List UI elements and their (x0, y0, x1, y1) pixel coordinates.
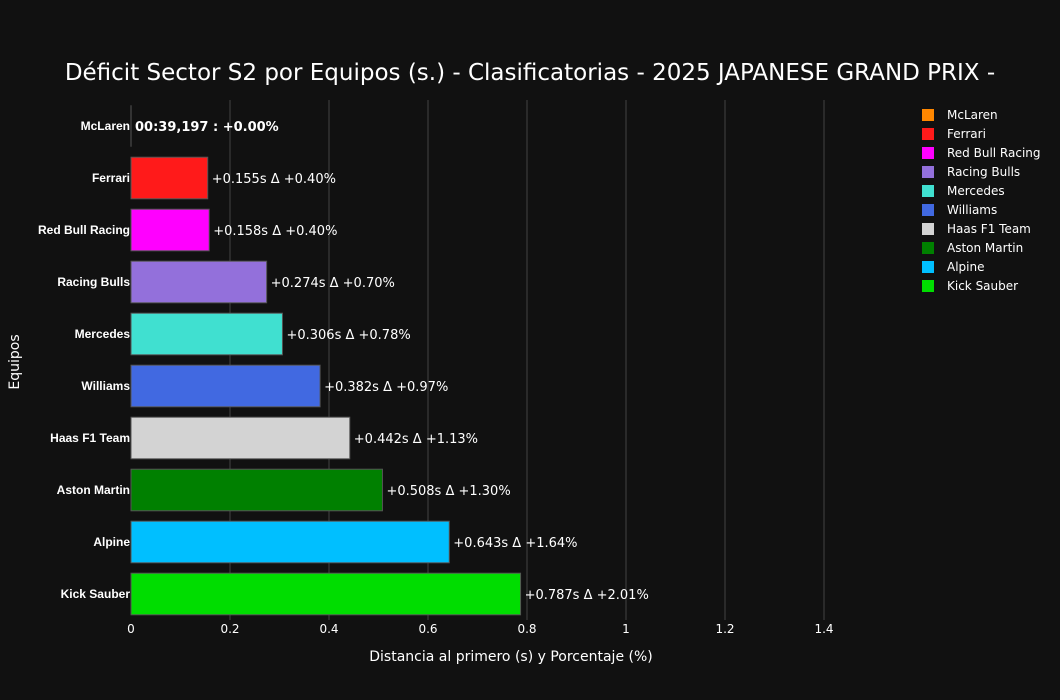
legend-swatch-racing-bulls[interactable] (922, 166, 934, 178)
data-labels: 00:39,197 : +0.00% +0.155s Δ +0.40% +0.158… (135, 120, 649, 603)
bar-alpine (130, 520, 450, 564)
x-tick-labels: 0 0.2 0.4 0.6 0.8 1 1.2 1.4 (127, 622, 833, 636)
legend[interactable]: McLaren Ferrari Red Bull Racing Racing Bull… (922, 108, 1041, 293)
x-tick-label: 0 (127, 622, 135, 636)
legend-item-alpine[interactable]: Alpine (947, 260, 984, 274)
x-axis-title: Distancia al primero (s) y Porcentaje (%… (369, 649, 652, 665)
data-label-racing-bulls: +0.274s Δ +0.70% (271, 276, 395, 291)
legend-swatch-mercedes[interactable] (922, 185, 934, 197)
data-label-mercedes: +0.306s Δ +0.78% (286, 328, 410, 343)
legend-swatch-williams[interactable] (922, 204, 934, 216)
y-tick-label: Mercedes (75, 327, 131, 341)
bar-ferrari (130, 156, 209, 200)
data-label-alpine: +0.643s Δ +1.64% (453, 536, 577, 551)
y-tick-label: McLaren (81, 119, 130, 133)
bar-haas-f1-team (130, 416, 351, 460)
bar-racing-bulls (130, 260, 268, 304)
legend-item-mclaren[interactable]: McLaren (947, 108, 998, 122)
legend-swatch-haas-f1-team[interactable] (922, 223, 934, 235)
y-tick-label: Kick Sauber (61, 587, 131, 601)
y-tick-label: Alpine (93, 535, 130, 549)
y-tick-label: Ferrari (92, 171, 130, 185)
chart-title: Déficit Sector S2 por Equipos (s.) - Cla… (65, 60, 995, 86)
y-tick-label: Haas F1 Team (50, 431, 130, 445)
legend-swatch-kick-sauber[interactable] (922, 280, 934, 292)
legend-swatch-aston-martin[interactable] (922, 242, 934, 254)
bar-williams (130, 364, 321, 408)
y-tick-label: Red Bull Racing (38, 223, 130, 237)
bar-red-bull-racing (130, 208, 210, 252)
x-tick-label: 0.4 (319, 622, 338, 636)
legend-item-williams[interactable]: Williams (947, 203, 997, 217)
x-tick-label: 1.4 (814, 622, 833, 636)
legend-item-mercedes[interactable]: Mercedes (947, 184, 1005, 198)
x-tick-label: 0.6 (418, 622, 437, 636)
legend-swatch-red-bull-racing[interactable] (922, 147, 934, 159)
bar-kick-sauber (130, 572, 522, 616)
data-label-red-bull-racing: +0.158s Δ +0.40% (213, 224, 337, 239)
bar-aston-martin (130, 468, 383, 512)
grid-lines (229, 100, 825, 620)
y-tick-labels: McLaren Ferrari Red Bull Racing Racing Bull… (38, 119, 130, 601)
x-tick-label: 1 (622, 622, 630, 636)
data-label-aston-martin: +0.508s Δ +1.30% (386, 484, 510, 499)
data-label-mclaren: 00:39,197 : +0.00% (135, 120, 279, 135)
bars (130, 105, 522, 616)
y-tick-label: Williams (81, 379, 130, 393)
data-label-kick-sauber: +0.787s Δ +2.01% (525, 588, 649, 603)
x-tick-label: 0.8 (517, 622, 536, 636)
bar-mercedes (130, 312, 283, 356)
data-label-ferrari: +0.155s Δ +0.40% (212, 172, 336, 187)
legend-item-aston-martin[interactable]: Aston Martin (947, 241, 1023, 255)
x-tick-label: 1.2 (715, 622, 734, 636)
legend-item-haas-f1-team[interactable]: Haas F1 Team (947, 222, 1031, 236)
y-tick-label: Racing Bulls (57, 275, 130, 289)
y-axis-title: Equipos (7, 334, 23, 389)
legend-item-kick-sauber[interactable]: Kick Sauber (947, 279, 1018, 293)
data-label-williams: +0.382s Δ +0.97% (324, 380, 448, 395)
legend-item-red-bull-racing[interactable]: Red Bull Racing (947, 146, 1041, 160)
legend-item-ferrari[interactable]: Ferrari (947, 127, 986, 141)
x-tick-label: 0.2 (220, 622, 239, 636)
y-tick-label: Aston Martin (57, 483, 130, 497)
legend-item-racing-bulls[interactable]: Racing Bulls (947, 165, 1020, 179)
legend-swatch-mclaren[interactable] (922, 109, 934, 121)
legend-swatch-alpine[interactable] (922, 261, 934, 273)
data-label-haas-f1-team: +0.442s Δ +1.13% (354, 432, 478, 447)
legend-swatch-ferrari[interactable] (922, 128, 934, 140)
